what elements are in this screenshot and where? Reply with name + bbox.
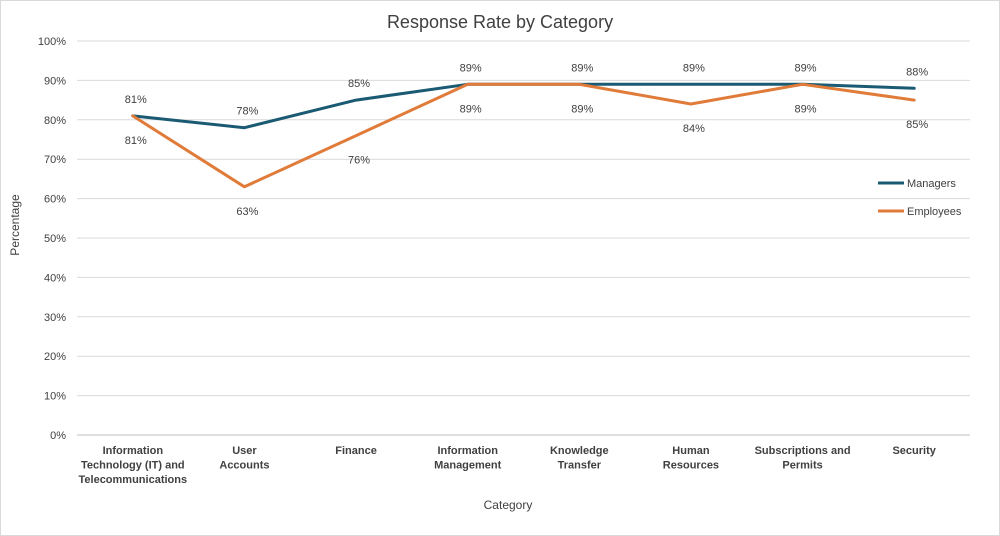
x-tick-label: Human Resources <box>663 445 719 472</box>
legend-label-employees: Employees <box>907 206 962 218</box>
y-tick-label: 40% <box>44 272 66 284</box>
data-label-managers: 89% <box>571 62 593 74</box>
gridlines <box>77 40 970 436</box>
series-lines <box>131 82 916 189</box>
y-tick-label: 0% <box>50 430 66 442</box>
x-tick-label: Information Technology (IT) and Telecommun… <box>79 445 188 486</box>
x-tick-label: Finance <box>335 445 377 457</box>
x-tick-label: Subscriptions and Permits <box>755 445 851 472</box>
data-label-managers: 88% <box>906 66 928 78</box>
x-tick-label: Information Management <box>434 445 502 472</box>
x-tick-label: Security <box>892 445 936 457</box>
y-axis-title: Percentage <box>8 194 22 256</box>
series-line-employees <box>131 82 916 189</box>
data-label-employees: 84% <box>683 123 705 135</box>
y-tick-label: 100% <box>38 36 66 48</box>
data-label-employees: 76% <box>348 155 370 167</box>
y-tick-label: 30% <box>44 312 66 324</box>
data-label-managers: 78% <box>236 106 258 118</box>
x-tick-label: Knowledge Transfer <box>550 445 609 472</box>
chart-title: Response Rate by Category <box>387 12 613 32</box>
data-labels: 81% 78% 85% 89% 89% 89% 89% 88% 81% 63% 76% 89% 89% 8… <box>125 62 929 217</box>
y-axis-ticks: 0% 10% 20% 30% 40% 50% 60% 70% 80% 90% 100% <box>38 36 66 442</box>
y-tick-label: 70% <box>44 154 66 166</box>
x-tick-label: User Accounts <box>219 445 269 472</box>
y-tick-label: 50% <box>44 233 66 245</box>
legend-label-managers: Managers <box>907 178 956 190</box>
data-label-employees: 63% <box>236 206 258 218</box>
y-tick-label: 20% <box>44 351 66 363</box>
data-label-managers: 89% <box>460 62 482 74</box>
y-tick-label: 90% <box>44 75 66 87</box>
data-label-managers: 81% <box>125 94 147 106</box>
legend: Managers Employees <box>878 178 962 218</box>
data-label-employees: 85% <box>906 119 928 131</box>
data-label-managers: 85% <box>348 78 370 90</box>
data-label-employees: 81% <box>125 135 147 147</box>
data-label-employees: 89% <box>571 103 593 115</box>
data-label-managers: 89% <box>795 62 817 74</box>
x-axis-title: Category <box>484 498 533 512</box>
x-axis-ticks: Information Technology (IT) and Telecommun… <box>79 445 937 486</box>
y-tick-label: 10% <box>44 391 66 403</box>
y-tick-label: 60% <box>44 194 66 206</box>
data-label-employees: 89% <box>795 103 817 115</box>
data-label-employees: 89% <box>460 103 482 115</box>
data-label-managers: 89% <box>683 62 705 74</box>
y-tick-label: 80% <box>44 115 66 127</box>
